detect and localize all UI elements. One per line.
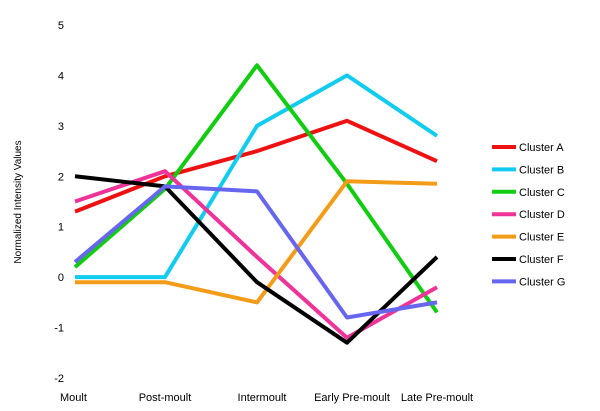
legend-label: Cluster G — [519, 276, 565, 288]
y-tick-label: 2 — [58, 171, 64, 183]
x-tick-label: Late Pre-moult — [401, 392, 473, 404]
x-tick-label: Intermoult — [238, 392, 287, 404]
x-tick-label: Post-moult — [139, 392, 192, 404]
legend-label: Cluster C — [519, 187, 565, 199]
series-line-cluster-g — [73, 184, 438, 320]
series-line-cluster-a — [74, 118, 438, 214]
legend-label: Cluster F — [519, 254, 564, 266]
legend-label: Cluster A — [519, 142, 564, 154]
legend-label: Cluster B — [519, 164, 564, 176]
series-group — [73, 63, 439, 345]
x-ticks: Moult Post-moult Intermoult Early Pre-moult… — [60, 392, 473, 404]
series-line-cluster-b — [75, 73, 439, 280]
y-axis-label: Normalized Intensity Values — [13, 140, 24, 263]
y-tick-label: 0 — [58, 272, 64, 284]
y-ticks: -2 -1 0 1 2 3 4 5 — [54, 20, 64, 385]
y-tick-label: -1 — [54, 323, 64, 335]
x-tick-label: Moult — [60, 392, 87, 404]
y-tick-label: 3 — [58, 121, 64, 133]
y-tick-label: 1 — [58, 222, 64, 234]
legend-label: Cluster E — [519, 232, 564, 244]
series-line-cluster-c — [73, 63, 439, 314]
y-tick-label: 4 — [58, 70, 64, 82]
x-tick-label: Early Pre-moult — [314, 392, 390, 404]
y-tick-label: 5 — [58, 20, 64, 32]
legend: Cluster A Cluster B Cluster C Cluster D Clus… — [492, 142, 565, 288]
y-tick-label: -2 — [54, 373, 64, 385]
legend-label: Cluster D — [519, 209, 565, 221]
series-line-cluster-e — [75, 179, 438, 305]
